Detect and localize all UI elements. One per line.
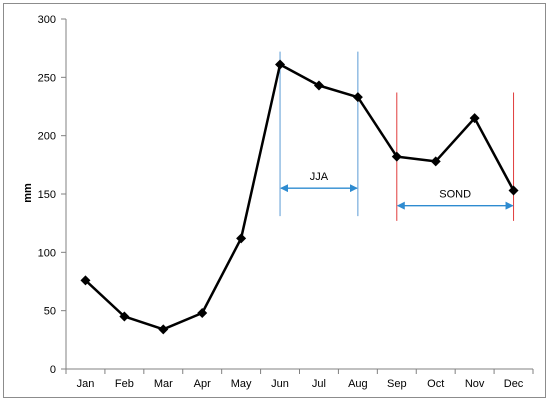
data-point [119,311,130,322]
data-point [313,80,324,91]
x-tick-label: Apr [194,378,211,390]
data-point [508,185,519,196]
data-point [197,308,208,318]
axes: 0 50 100 150 200 250 300 Jan Feb Mar Apr May Jun Jul A… [38,14,534,390]
y-tick-label: 200 [38,131,56,143]
x-tick-label: Jul [312,378,326,390]
x-tick-label: Feb [115,378,134,390]
data-point [236,233,247,244]
y-tick-label: 50 [44,306,56,318]
y-tick-label: 100 [38,247,56,259]
y-tick-label: 150 [38,189,56,201]
y-tick-label: 300 [38,14,56,26]
x-tick-label: Aug [348,378,368,390]
y-tick-label: 250 [38,72,56,84]
data-point [469,113,480,124]
x-tick-label: Jan [77,378,95,390]
data-point [80,275,91,286]
y-tick-label: 0 [50,364,56,376]
x-tick-label: Oct [427,378,444,390]
series-layer [80,59,519,335]
x-tick-label: Nov [465,378,485,390]
x-tick-label: May [231,378,252,390]
season-label: JJA [310,171,329,183]
series-line [84,63,515,331]
data-point [275,59,286,70]
season-label: SOND [439,189,471,201]
data-point [430,156,441,167]
data-point [352,92,363,103]
x-tick-label: Dec [504,378,524,390]
season-annotations: JJA SOND [279,51,515,221]
chart-frame [3,3,546,398]
y-axis-title: mm [22,183,34,203]
data-point [391,151,402,162]
x-tick-label: Mar [154,378,173,390]
x-tick-label: Jun [271,378,289,390]
data-point [158,324,169,335]
x-tick-label: Sep [387,378,407,390]
